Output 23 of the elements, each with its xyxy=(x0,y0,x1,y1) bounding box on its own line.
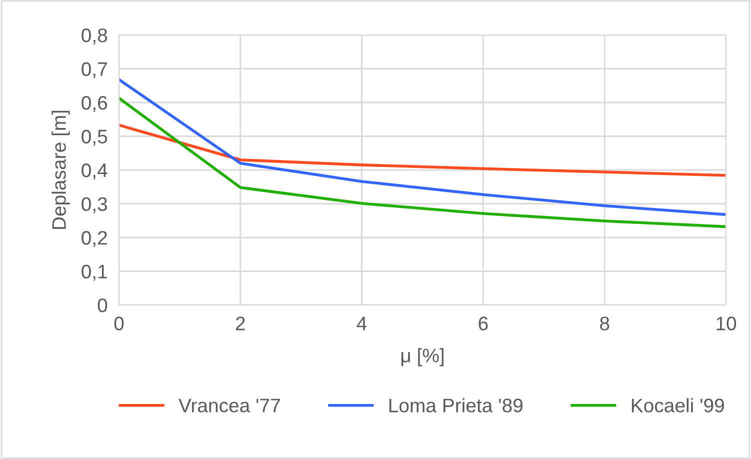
legend-label: Vrancea '77 xyxy=(178,398,280,412)
y-tick-label: 0,2 xyxy=(82,230,107,248)
line-series xyxy=(119,96,726,228)
y-tick-label: 0 xyxy=(98,298,108,312)
x-tick-label: 4 xyxy=(356,316,367,330)
x-tick-label: 0 xyxy=(114,316,124,330)
legend-label: Loma Prieta '89 xyxy=(389,398,522,412)
y-tick-label: 0,1 xyxy=(82,264,107,281)
line-series xyxy=(119,78,726,216)
line-series xyxy=(119,124,726,177)
y-tick-label: 0,6 xyxy=(82,96,108,112)
x-tick-label: 8 xyxy=(600,316,610,330)
x-axis-title: μ [%] xyxy=(401,348,444,366)
legend-label: Kocaeli '99 xyxy=(632,398,724,412)
y-tick-label: 0,5 xyxy=(82,130,108,146)
y-tick-label: 0,7 xyxy=(82,62,107,78)
x-tick-label: 10 xyxy=(716,316,736,330)
y-tick-label: 0,8 xyxy=(82,28,108,45)
y-axis-title: Deplasare [m] xyxy=(52,110,70,229)
y-tick-label: 0,4 xyxy=(82,163,108,180)
x-tick-label: 6 xyxy=(478,316,488,330)
x-tick-label: 2 xyxy=(236,316,245,330)
y-tick-label: 0,3 xyxy=(82,197,108,214)
